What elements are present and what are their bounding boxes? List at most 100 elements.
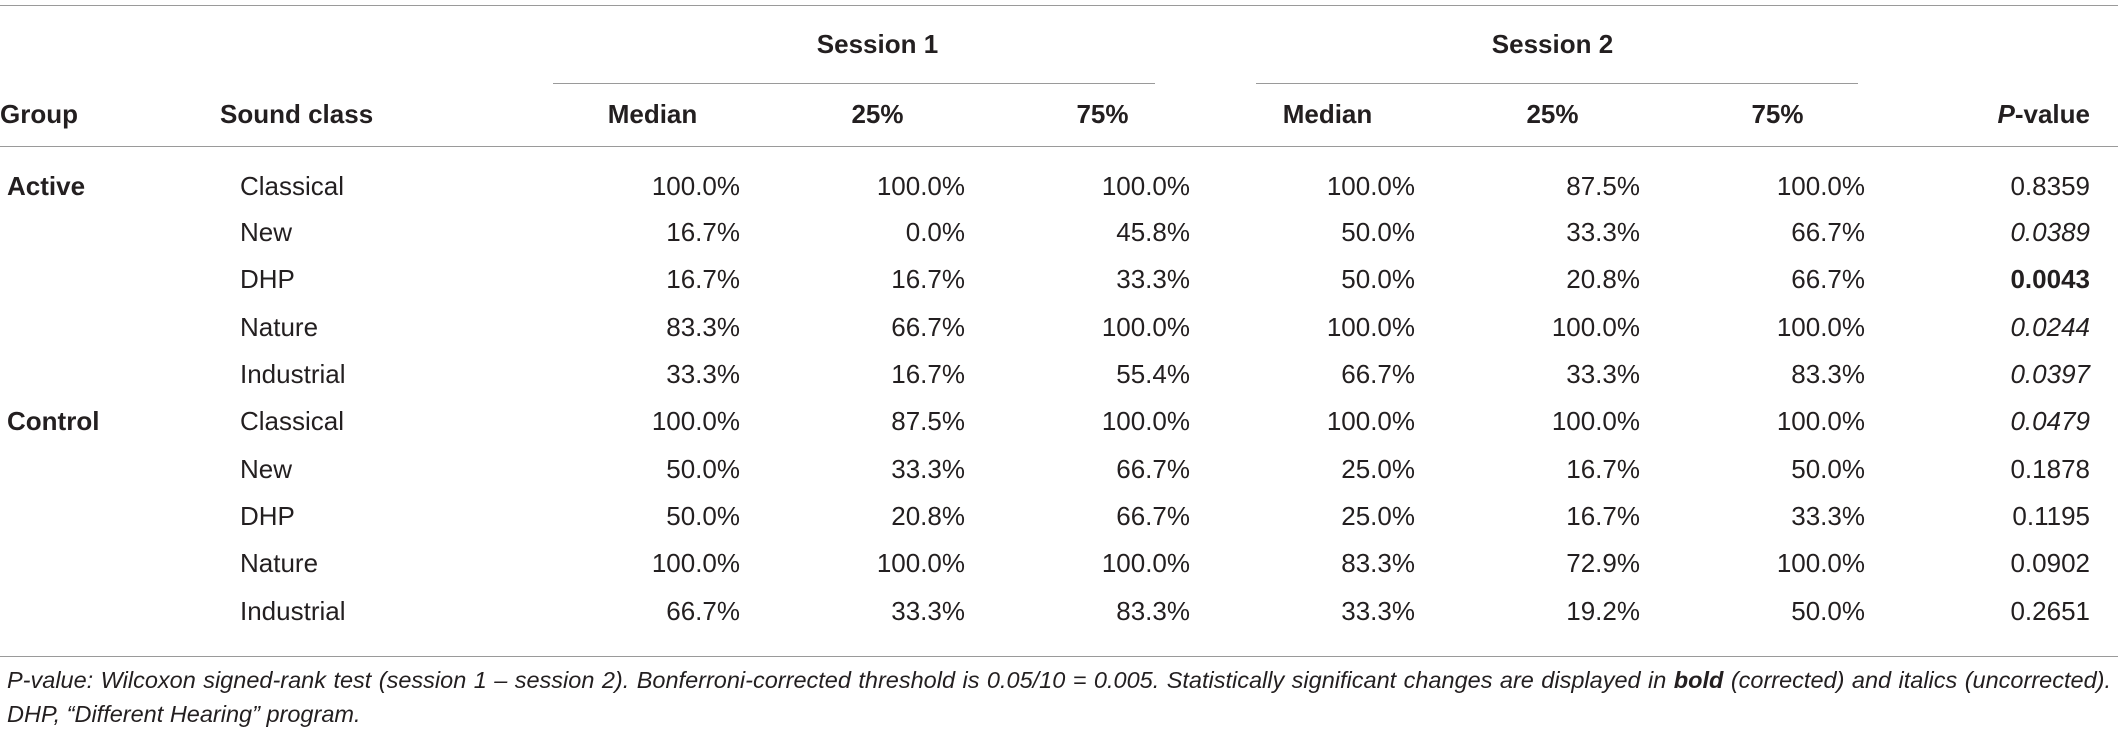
table-row: Nature 83.3% 66.7% 100.0% 100.0% 100.0% 100.0%… [0,304,2118,351]
group-cell [0,256,220,303]
s2-p75-cell: 83.3% [1791,359,1865,390]
s2-p25-cell: 16.7% [1566,500,1640,531]
s2-p25-cell: 100.0% [1551,311,1640,342]
s1-p75-cell: 100.0% [1101,311,1190,342]
s1-p75-cell: 55.4% [1116,359,1190,390]
s1-median-cell: 33.3% [666,359,740,390]
p-value-cell: 0.0389 [2010,217,2090,248]
s1-median-cell: 100.0% [651,171,740,201]
s1-median-header: Median [607,99,698,129]
s1-median-cell: 100.0% [651,406,740,437]
p-value-cell: 0.0043 [2010,264,2090,295]
sound-class-cell: Industrial [240,595,346,626]
s2-median-cell: 83.3% [1341,548,1415,579]
s2-p25-cell: 87.5% [1566,171,1640,201]
s1-p25-cell: 20.8% [891,500,965,531]
table-top-rule [0,5,2118,6]
s2-p25-cell: 33.3% [1566,359,1640,390]
group-cell: Active [7,171,86,201]
sound-class-cell: New [240,453,293,484]
p-value-cell: 0.2651 [2010,595,2090,626]
table-row: Nature 100.0% 100.0% 100.0% 83.3% 72.9% 100.0%… [0,540,2118,587]
table-row: Active Classical 100.0% 100.0% 100.0% 100.0% 8… [0,146,2118,209]
s1-p75-cell: 66.7% [1116,500,1190,531]
table-header-rule [0,146,2118,147]
s1-median-cell: 50.0% [666,500,740,531]
sound-class-cell: Nature [240,548,319,579]
s1-p75-cell: 33.3% [1116,264,1190,295]
s2-median-cell: 50.0% [1341,217,1415,248]
sound-class-cell: Classical [240,406,345,437]
group-cell: Control [7,406,100,437]
sound-class-cell: DHP [240,500,295,531]
p-value-cell: 0.0244 [2010,311,2090,342]
s2-median-cell: 100.0% [1326,171,1415,201]
group-cell [0,351,220,398]
footnote-part1: P-value: Wilcoxon signed-rank test (sess… [7,667,1674,693]
group-cell [0,587,220,634]
s1-median-cell: 16.7% [666,217,740,248]
s1-p75-cell: 45.8% [1116,217,1190,248]
p-value-cell: 0.1195 [2012,500,2090,531]
s1-median-cell: 50.0% [666,453,740,484]
group-cell [0,540,220,587]
table-row: DHP 16.7% 16.7% 33.3% 50.0% 20.8% 66.7% 0.0043 [0,256,2118,303]
sound-class-cell: Industrial [240,359,346,390]
sound-class-cell: New [240,217,293,248]
s1-p25-cell: 16.7% [891,264,965,295]
p-value-cell: 0.0479 [2010,406,2090,437]
table-body: Active Classical 100.0% 100.0% 100.0% 100.0% 8… [0,146,2118,635]
s2-p25-cell: 16.7% [1566,453,1640,484]
s1-p75-cell: 100.0% [1101,406,1190,437]
footnote-bold-word: bold [1673,667,1724,693]
s2-p25-cell: 20.8% [1566,264,1640,295]
results-table: Session 1 Session 2 Group Sound class Me… [0,5,2118,635]
p-suffix: -value [2014,99,2090,129]
header-row-columns: Group Sound class Median 25% 75% Median … [0,83,2118,146]
s1-p25-cell: 33.3% [891,595,965,626]
s2-p75-cell: 66.7% [1791,264,1865,295]
s1-p25-cell: 66.7% [891,311,965,342]
s1-median-cell: 100.0% [651,548,740,579]
sound-class-cell: Nature [240,311,319,342]
group-cell [0,209,220,256]
s2-p75-cell: 100.0% [1776,548,1865,579]
table-footnote: P-value: Wilcoxon signed-rank test (sess… [7,663,2111,731]
session1-header: Session 1 [816,28,939,59]
p-value-cell: 0.0397 [2010,359,2090,390]
s2-p75-cell: 100.0% [1776,171,1865,201]
s2-median-cell: 33.3% [1341,595,1415,626]
s2-median-cell: 100.0% [1326,311,1415,342]
sound-class-cell: DHP [240,264,295,295]
s2-p75-cell: 100.0% [1776,311,1865,342]
s2-p25-cell: 33.3% [1566,217,1640,248]
s1-p25-cell: 100.0% [876,548,965,579]
s2-p75-cell: 50.0% [1791,595,1865,626]
s2-p75-cell: 66.7% [1791,217,1865,248]
s1-p25-header: 25% [851,99,904,129]
s1-median-cell: 83.3% [666,311,740,342]
p-letter: P [1997,99,2015,129]
s2-p75-cell: 100.0% [1776,406,1865,437]
s1-median-cell: 16.7% [666,264,740,295]
s2-p25-cell: 100.0% [1551,406,1640,437]
session2-header: Session 2 [1491,28,1614,59]
s2-median-cell: 25.0% [1341,500,1415,531]
s1-p25-cell: 16.7% [891,359,965,390]
p-value-header: P-value [1890,83,2118,146]
session2-span-rule [1256,83,1858,84]
s2-p75-cell: 33.3% [1791,500,1865,531]
table-row: Control Classical 100.0% 87.5% 100.0% 100.0% 1… [0,398,2118,445]
s2-median-cell: 25.0% [1341,453,1415,484]
s1-p25-cell: 87.5% [891,406,965,437]
s1-p25-cell: 33.3% [891,453,965,484]
group-cell [0,493,220,540]
table-bottom-rule [0,656,2118,657]
table-row: Industrial 33.3% 16.7% 55.4% 66.7% 33.3% 83.3%… [0,351,2118,398]
s2-p25-cell: 72.9% [1566,548,1640,579]
s1-p25-cell: 100.0% [876,171,965,201]
s2-p25-cell: 19.2% [1566,595,1640,626]
s1-p75-header: 75% [1076,99,1129,129]
footnote-part2: (corrected) and italics (uncorrected). D… [7,667,2112,727]
s2-p75-header: 75% [1751,99,1804,129]
